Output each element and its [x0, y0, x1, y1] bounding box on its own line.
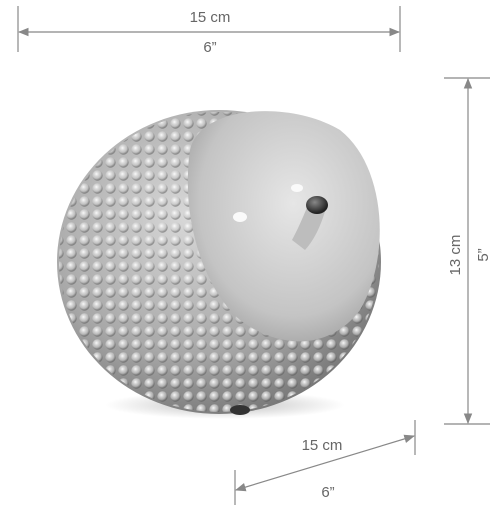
width-imperial: 6”: [203, 39, 216, 56]
height-metric: 13 cm: [447, 235, 464, 276]
depth-metric: 15 cm: [302, 437, 343, 454]
height-dimension: 13 cm 5”: [444, 77, 492, 425]
hedgehog-illustration: [57, 110, 381, 419]
width-dimension: 15 cm 6”: [17, 6, 401, 56]
width-metric: 15 cm: [190, 9, 231, 26]
height-imperial: 5”: [475, 248, 492, 261]
depth-dimension: 15 cm 6”: [234, 420, 416, 505]
depth-imperial: 6”: [321, 484, 334, 501]
